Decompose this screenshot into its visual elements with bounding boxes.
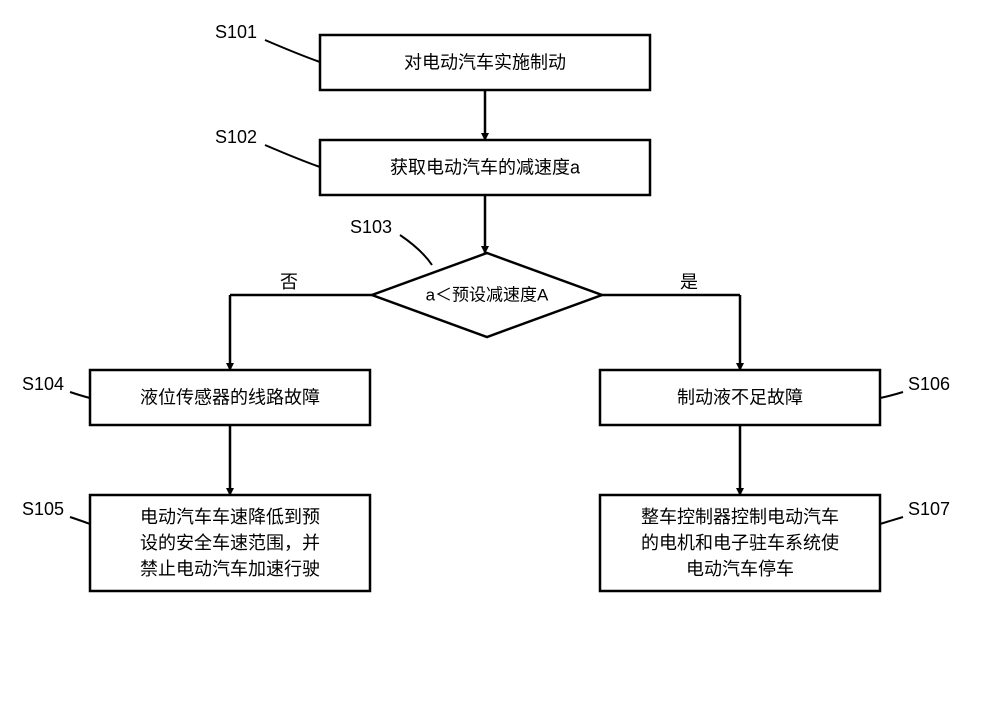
s104-text: 液位传感器的线路故障 [140, 387, 320, 407]
s104-leader [70, 392, 90, 398]
s105-leader [70, 517, 90, 524]
s103-no-label: 否 [280, 272, 298, 292]
s102-leader [265, 145, 320, 167]
s106-leader [880, 392, 903, 398]
s105-label: S105 [22, 499, 64, 519]
s105-text-line-2: 禁止电动汽车加速行驶 [140, 559, 320, 579]
s105-text-line-0: 电动汽车车速降低到预 [140, 507, 320, 527]
s101-label: S101 [215, 22, 257, 42]
s107-text-line-2: 电动汽车停车 [686, 559, 794, 579]
s107-label: S107 [908, 499, 950, 519]
s102-text: 获取电动汽车的减速度a [390, 157, 581, 177]
s104-label: S104 [22, 374, 64, 394]
s106-text: 制动液不足故障 [677, 387, 803, 407]
s103-yes-label: 是 [680, 272, 698, 292]
s103-text: a＜预设减速度A [426, 285, 549, 304]
s103-leader [400, 235, 432, 265]
s107-text-line-0: 整车控制器控制电动汽车 [641, 507, 839, 527]
s107-text-line-1: 的电机和电子驻车系统使 [641, 533, 839, 553]
s101-text: 对电动汽车实施制动 [404, 52, 566, 72]
s101-leader [265, 40, 320, 62]
s106-label: S106 [908, 374, 950, 394]
s102-label: S102 [215, 127, 257, 147]
s105-text-line-1: 设的安全车速范围，并 [140, 533, 320, 553]
s107-leader [880, 517, 903, 524]
s103-label: S103 [350, 217, 392, 237]
